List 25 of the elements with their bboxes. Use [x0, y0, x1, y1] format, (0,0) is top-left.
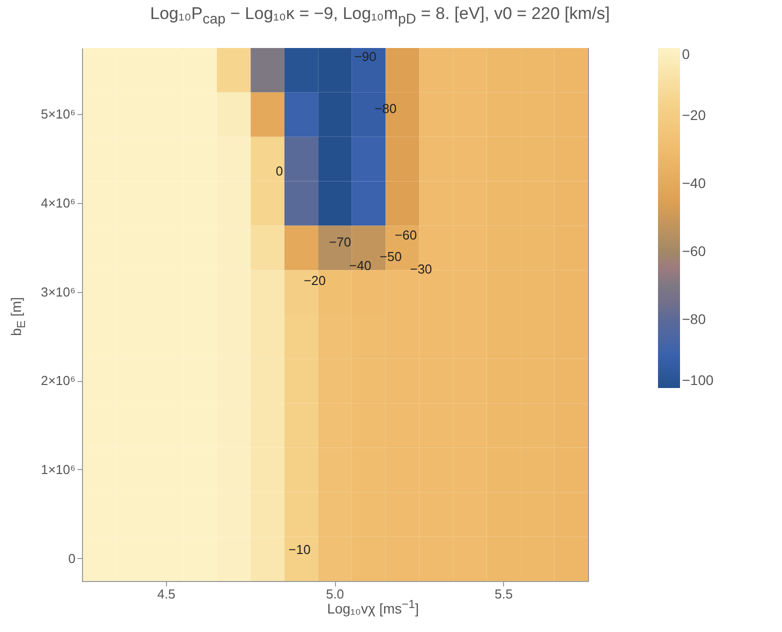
y-tick-label: 3×10⁶ — [40, 284, 76, 300]
annotation: −10 — [288, 542, 311, 558]
y-tick-label: 2×10⁶ — [40, 373, 76, 388]
color-bar-label: −40 — [682, 175, 706, 191]
annotation: 0 — [276, 164, 283, 179]
annotation: −90 — [354, 48, 376, 64]
y-tick-label: 0 — [68, 550, 76, 566]
color-bar-label: −100 — [682, 372, 714, 388]
annotation: −60 — [394, 228, 417, 243]
color-bar-label: 0 — [682, 46, 690, 62]
annotation: −20 — [304, 272, 326, 288]
color-bar-label: −20 — [682, 107, 706, 123]
annotation: −30 — [410, 262, 432, 277]
y-tick-label: 1×10⁶ — [40, 462, 76, 477]
annotation: −70 — [329, 234, 352, 250]
y-tick-label: 5×10⁶ — [40, 106, 76, 122]
chart-title: Log₁₀P$_{cap}$ − Log₁₀κ = −9, Log₁₀m$_{pD}$ = 8. [eV], v0 = 220 [km/s] — [149, 4, 611, 28]
x-tick-label: 5.5 — [494, 586, 513, 602]
color-bar-label: −60 — [682, 243, 706, 259]
annotation: −80 — [374, 101, 397, 116]
x-tick-label: 4.5 — [157, 586, 176, 602]
annotation: −40 — [349, 258, 372, 273]
y-tick-label: 4×10⁶ — [40, 195, 76, 210]
annotation: −50 — [380, 248, 402, 264]
color-bar-label: −80 — [682, 311, 706, 327]
